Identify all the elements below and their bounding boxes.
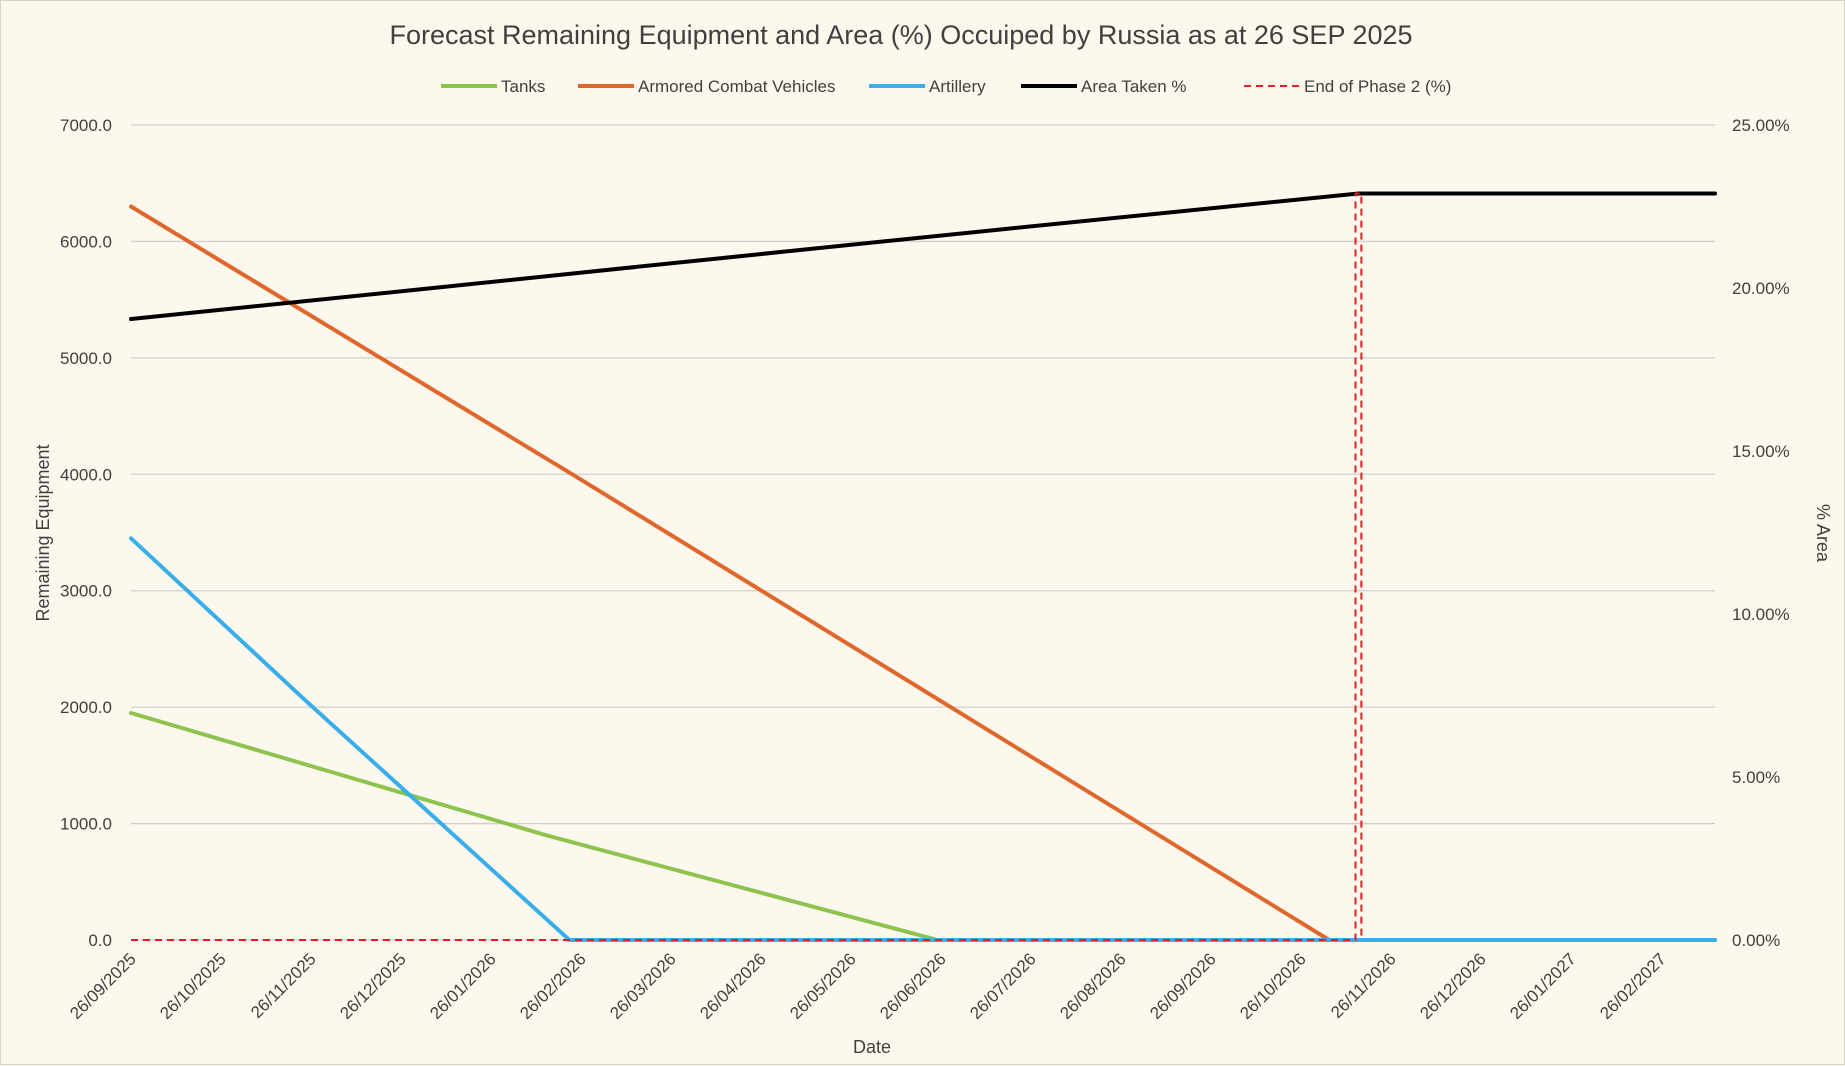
- x-tick-label: 26/01/2026: [426, 949, 500, 1023]
- x-tick-label: 26/12/2026: [1416, 949, 1490, 1023]
- series-line-armored-combat-vehicles: [129, 204, 1717, 942]
- chart-title: Forecast Remaining Equipment and Area (%…: [389, 20, 1412, 50]
- y-tick-label: 3000.0: [60, 582, 112, 601]
- series-line-artillery: [129, 536, 1717, 942]
- y-tick-label: 4000.0: [60, 465, 112, 484]
- x-tick-label: 26/11/2026: [1327, 949, 1400, 1022]
- x-tick-label: 26/08/2026: [1056, 949, 1130, 1023]
- y-tick-label: 7000.0: [60, 116, 112, 135]
- gridlines: [131, 124, 1715, 941]
- x-tick-label: 26/07/2026: [966, 949, 1040, 1023]
- legend-label: Area Taken %: [1081, 77, 1187, 96]
- legend-label: Armored Combat Vehicles: [638, 77, 835, 96]
- y2-axis-title: % Area: [1813, 504, 1833, 563]
- x-tick-label: 26/03/2026: [606, 949, 680, 1023]
- x-tick-label: 26/04/2026: [696, 949, 770, 1023]
- y2-tick-label: 15.00%: [1732, 442, 1790, 461]
- legend-label: End of Phase 2 (%): [1304, 77, 1451, 96]
- x-axis: 26/09/2025 26/10/2025 26/11/2025 26/12/2025…: [66, 949, 1670, 1023]
- x-tick-label: 26/06/2026: [876, 949, 950, 1023]
- x-tick-label: 26/05/2026: [786, 949, 860, 1023]
- series-line-area-taken: [129, 191, 1717, 321]
- x-tick-label: 26/09/2026: [1146, 949, 1220, 1023]
- y-tick-label: 5000.0: [60, 349, 112, 368]
- legend-label: Artillery: [929, 77, 986, 96]
- series-group: [129, 191, 1717, 942]
- y2-tick-label: 10.00%: [1732, 605, 1790, 624]
- y2-tick-label: 5.00%: [1732, 768, 1780, 787]
- y2-tick-label: 0.00%: [1732, 931, 1780, 950]
- y-axis-right: 0.00% 5.00% 10.00% 15.00% 20.00% 25.00%: [1732, 116, 1790, 950]
- y-axis-left: 0.0 1000.0 2000.0 3000.0 4000.0 5000.0 6000.0 7…: [60, 116, 112, 950]
- x-tick-label: 26/01/2027: [1506, 949, 1580, 1023]
- x-tick-label: 26/09/2025: [66, 949, 140, 1023]
- series-line-end-of-phase-2: [131, 192, 1363, 941]
- y-tick-label: 1000.0: [60, 815, 112, 834]
- x-tick-label: 26/10/2026: [1236, 949, 1310, 1023]
- x-axis-title: Date: [853, 1037, 891, 1057]
- y-tick-label: 6000.0: [60, 232, 112, 251]
- series-line-tanks: [129, 711, 1717, 942]
- y-tick-label: 0.0: [88, 931, 112, 950]
- x-tick-label: 26/02/2026: [516, 949, 590, 1023]
- y2-tick-label: 20.00%: [1732, 279, 1790, 298]
- legend: Tanks Armored Combat Vehicles Artillery Are…: [441, 77, 1451, 96]
- legend-label: Tanks: [501, 77, 545, 96]
- y2-tick-label: 25.00%: [1732, 116, 1790, 135]
- x-tick-label: 26/10/2025: [156, 949, 230, 1023]
- x-tick-label: 26/12/2025: [336, 949, 410, 1023]
- y-tick-label: 2000.0: [60, 698, 112, 717]
- y-axis-title: Remaining Equipment: [33, 444, 53, 621]
- x-tick-label: 26/11/2025: [247, 949, 320, 1022]
- x-tick-label: 26/02/2027: [1596, 949, 1670, 1023]
